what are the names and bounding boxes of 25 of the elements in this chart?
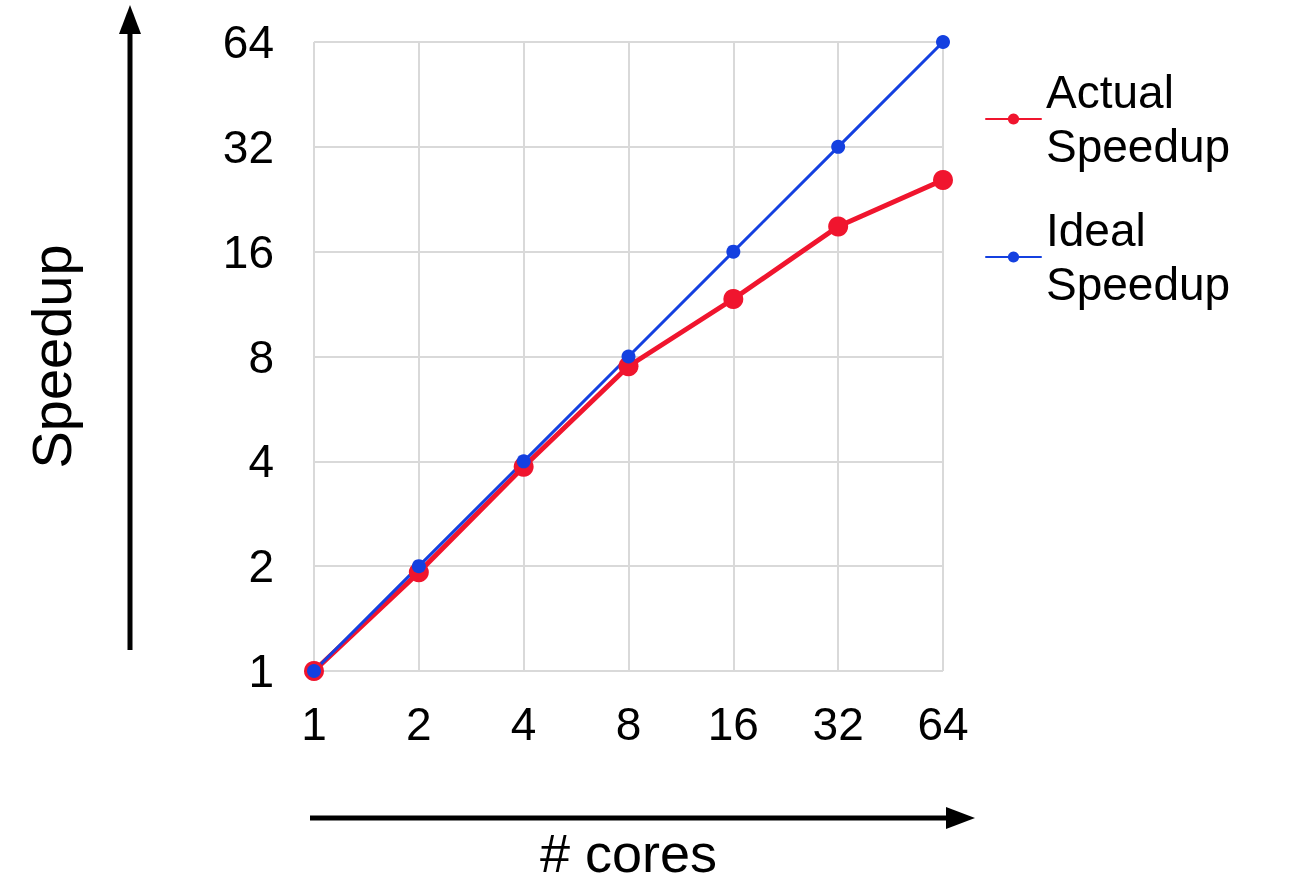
y-tick-label: 64 [222, 16, 274, 68]
x-axis-title: # cores [539, 823, 718, 883]
y-tick-label: 2 [248, 540, 274, 593]
legend-label: Ideal Speedup [1046, 204, 1231, 310]
y-axis-title: Speedup [19, 244, 83, 469]
x-tick-label: 2 [406, 698, 432, 750]
x-tick-label: 8 [615, 698, 642, 750]
point [831, 139, 846, 154]
x-tick-label: 4 [510, 698, 537, 750]
x-tick-label: 32 [812, 698, 864, 750]
x-tick-label: 1 [301, 698, 327, 750]
point [723, 289, 744, 309]
point [936, 35, 950, 49]
point [828, 216, 849, 237]
y-tick-label: 32 [222, 120, 274, 173]
y-tick-label: 8 [248, 330, 274, 383]
y-tick-label: 1 [248, 645, 274, 697]
y-tick-label: 4 [248, 435, 274, 488]
point [933, 170, 953, 190]
point [726, 244, 741, 259]
legend-label: Actual Speedup [1046, 66, 1231, 172]
point [621, 349, 636, 364]
y-tick-label: 16 [222, 225, 274, 278]
x-tick-label: 16 [707, 698, 759, 750]
x-tick-label: 64 [917, 698, 969, 750]
